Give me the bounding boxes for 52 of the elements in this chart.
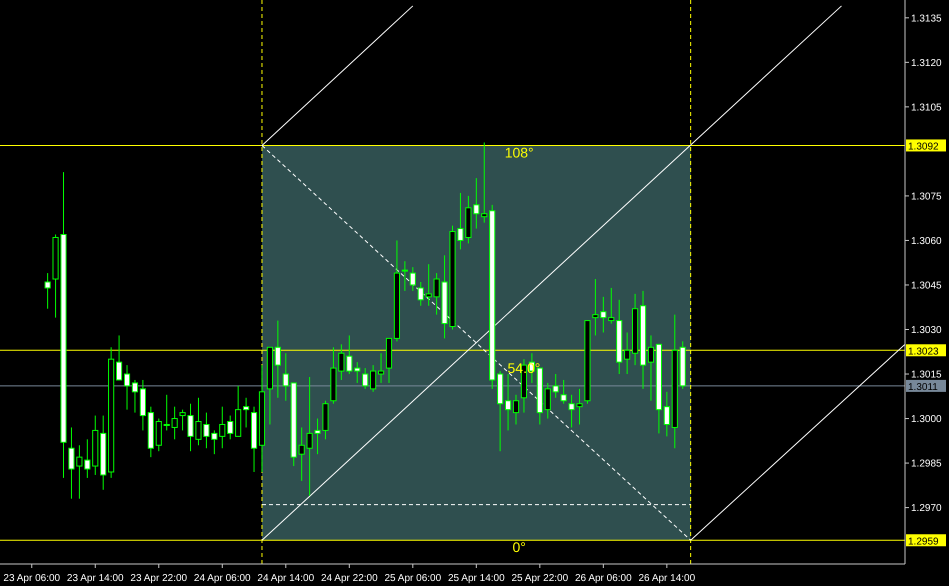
ref-line-label: 1.3023: [908, 346, 940, 358]
candlestick: [274, 320, 281, 398]
candlestick: [378, 352, 384, 384]
candlestick: [44, 272, 51, 310]
y-tick-label: 1.3075: [911, 191, 942, 202]
candlestick: [576, 388, 583, 425]
ref-line-label: 1.2959: [908, 536, 940, 548]
candlestick: [512, 394, 520, 425]
y-tick-label: 1.3015: [911, 370, 942, 381]
candlestick: [410, 266, 416, 292]
candlestick: [195, 397, 202, 446]
candlestick: [457, 192, 464, 250]
candlestick: [648, 334, 654, 402]
y-tick-label: 1.2970: [911, 503, 942, 514]
x-tick-label: 25 Apr 14:00: [448, 573, 506, 584]
candlestick: [402, 260, 408, 292]
candlestick: [568, 394, 575, 428]
candlestick: [243, 397, 250, 428]
x-tick-label: 26 Apr 06:00: [574, 573, 632, 584]
y-tick-label: 1.3000: [911, 414, 942, 426]
candlestick: [124, 364, 130, 410]
candlestick: [187, 403, 194, 452]
annotation: 108°: [504, 144, 534, 160]
candlestick: [306, 376, 313, 496]
y-tick-label: 1.3105: [911, 102, 942, 114]
x-tick-label: 23 Apr 06:00: [3, 573, 61, 584]
ref-line-label: 1.3011: [908, 382, 938, 393]
x-tick-label: 24 Apr 22:00: [320, 573, 378, 584]
candlestick: [68, 426, 75, 500]
ref-line-label: 1.3092: [908, 141, 940, 152]
candlestick: [592, 278, 598, 336]
y-tick-label: 1.2985: [911, 458, 942, 470]
candlestick: [203, 412, 210, 449]
candlestick: [180, 409, 186, 431]
x-tick-label: 23 Apr 22:00: [130, 573, 188, 584]
x-tick-label: 24 Apr 06:00: [194, 573, 252, 584]
y-tick-label: 1.3030: [911, 325, 942, 336]
x-tick-label: 24 Apr 14:00: [257, 573, 315, 584]
annotation: 0°: [512, 539, 526, 556]
y-tick-label: 1.3120: [911, 58, 942, 69]
y-tick-label: 1.3045: [911, 280, 942, 292]
candlestick: [504, 374, 512, 431]
candlestick: [132, 379, 138, 414]
x-tick-label: 25 Apr 22:00: [511, 573, 569, 584]
candlestick: [116, 334, 122, 380]
x-tick-label: 26 Apr 14:00: [638, 573, 696, 584]
y-tick-label: 1.3060: [911, 236, 942, 247]
x-tick-label: 25 Apr 06:00: [384, 573, 442, 584]
x-tick-label: 23 Apr 14:00: [66, 573, 124, 584]
candlestick: [314, 418, 321, 455]
candlestick: [560, 379, 567, 404]
y-tick-label: 1.3135: [911, 13, 942, 24]
